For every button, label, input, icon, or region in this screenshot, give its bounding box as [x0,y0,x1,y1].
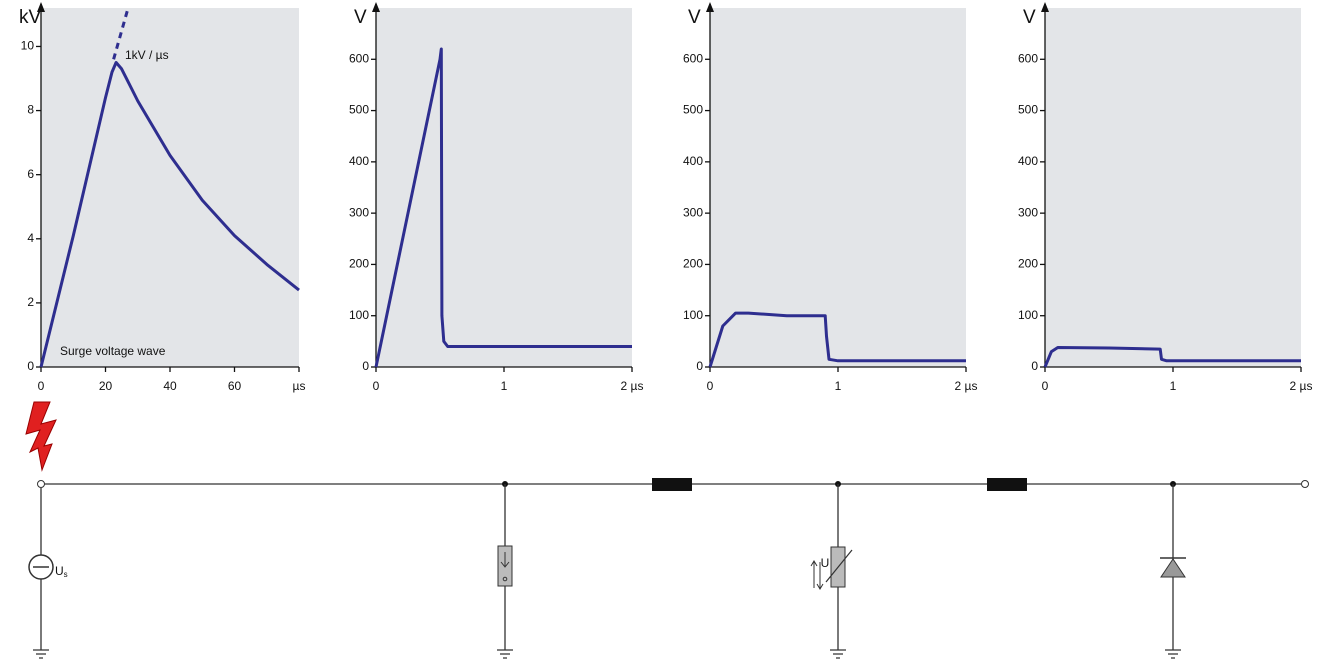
x-tick-label: 2 µs [1290,379,1313,393]
diode [1160,558,1186,578]
y-tick-label: 600 [349,51,369,65]
y-tick-label: 400 [683,154,703,168]
y-tick-label: 6 [27,167,34,181]
varistor-label: U [821,556,830,570]
y-tick-label: 500 [349,103,369,117]
x-tick-label: µs [293,379,306,393]
annotation: Surge voltage wave [60,344,166,358]
y-tick-label: 300 [349,205,369,219]
x-tick-label: 0 [707,379,714,393]
y-tick-label: 0 [696,359,703,373]
y-axis-label: V [688,7,701,28]
y-tick-label: 400 [349,154,369,168]
data-line [1043,346,1301,368]
source-label: Us [55,564,68,579]
y-tick-label: 300 [1018,205,1038,219]
y-axis-arrow [706,2,714,12]
x-tick-label: 0 [373,379,380,393]
y-tick-label: 0 [1031,359,1038,373]
y-tick-label: 500 [1018,103,1038,117]
circuit: Us U [25,401,1309,659]
y-axis-label: V [354,7,367,28]
y-axis-label: kV [19,7,42,28]
y-tick-label: 0 [362,359,369,373]
source-label-sub: s [64,570,68,579]
y-tick-label: 0 [27,359,34,373]
data-line [39,61,300,368]
data-line [112,7,130,60]
gdt-arrow [500,552,510,568]
x-tick-label: 2 µs [955,379,978,393]
y-tick-label: 600 [683,51,703,65]
x-tick-label: 40 [163,379,177,393]
terminal [1301,480,1309,488]
y-tick-label: 300 [683,205,703,219]
gdt-dot [502,576,508,582]
y-tick-label: 100 [683,308,703,322]
y-tick-label: 2 [27,295,34,309]
y-tick-label: 100 [1018,308,1038,322]
plot-area [376,8,632,367]
y-tick-label: 400 [1018,154,1038,168]
x-tick-label: 1 [501,379,508,393]
y-tick-label: 600 [1018,51,1038,65]
y-tick-label: 4 [27,231,34,245]
inductor [652,478,692,491]
y-tick-label: 200 [1018,257,1038,271]
x-tick-label: 0 [38,379,45,393]
inductor [987,478,1027,491]
x-tick-label: 1 [1170,379,1177,393]
x-tick-label: 20 [99,379,113,393]
x-tick-label: 0 [1042,379,1049,393]
y-tick-label: 500 [683,103,703,117]
y-axis-label: V [1023,7,1036,28]
plot-area [710,8,966,367]
data-line [374,47,632,368]
terminal [37,480,45,488]
y-tick-label: 200 [349,257,369,271]
plot-area [41,8,299,367]
lightning [25,401,57,472]
x-tick-label: 60 [228,379,242,393]
data-line [708,311,966,368]
y-tick-label: 8 [27,103,34,117]
x-tick-label: 2 µs [621,379,644,393]
y-tick-label: 100 [349,308,369,322]
y-axis-arrow [372,2,380,12]
grounds [33,649,1181,659]
y-axis-arrow [37,2,45,12]
varistor-arrows [810,560,824,590]
source-label-main: U [55,564,64,578]
annotation: 1kV / µs [125,48,169,62]
x-tick-label: 1 [835,379,842,393]
y-tick-label: 10 [21,39,35,53]
varistor-slash [825,549,853,583]
y-tick-label: 200 [683,257,703,271]
y-axis-arrow [1041,2,1049,12]
plot-area [1045,8,1301,367]
